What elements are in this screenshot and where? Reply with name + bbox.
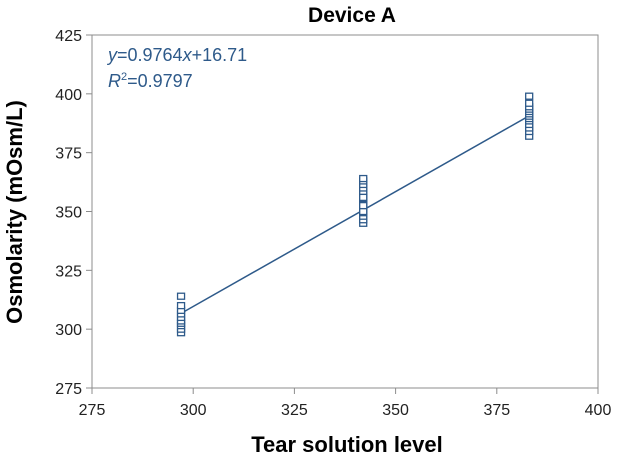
x-tick-label: 350	[382, 402, 409, 419]
y-tick-label: 375	[55, 146, 82, 163]
equation-x-var: x	[182, 45, 193, 65]
x-tick-label: 325	[281, 402, 308, 419]
r2-superscript: 2	[121, 71, 127, 83]
y-tick-label: 300	[55, 322, 82, 339]
x-tick-label: 275	[79, 402, 106, 419]
data-point	[359, 201, 368, 210]
y-tick-label: 400	[55, 87, 82, 104]
equation-y-var: y	[106, 45, 118, 65]
data-points	[176, 92, 534, 337]
r2-value: =0.9797	[127, 71, 193, 91]
y-tick-label: 325	[55, 263, 82, 280]
x-tick-label: 400	[585, 402, 612, 419]
equation-intercept: +16.71	[192, 45, 248, 65]
y-tick-label: 275	[55, 381, 82, 398]
equation-coefficient: =0.9764	[117, 45, 183, 65]
data-point	[359, 207, 368, 216]
data-point	[176, 301, 186, 310]
data-point	[525, 99, 534, 107]
data-point	[525, 92, 534, 100]
r2-symbol: R	[108, 71, 121, 91]
y-tick-label: 425	[55, 28, 82, 45]
chart-title: Device A	[308, 4, 396, 27]
x-axis-label: Tear solution level	[251, 432, 443, 457]
data-point	[359, 193, 368, 202]
y-axis-label: Osmolarity (mOsm/L)	[2, 100, 27, 324]
axis-ticks: 275 300 325 350 375 400 425 275 300 325 350 375 400	[55, 28, 611, 419]
x-tick-label: 300	[180, 402, 207, 419]
x-tick-label: 375	[483, 402, 510, 419]
y-tick-label: 350	[55, 205, 82, 222]
annotation-equation: y=0.9764x+16.71	[106, 45, 247, 65]
data-point	[176, 292, 186, 300]
data-point	[359, 174, 368, 183]
trendline	[180, 115, 530, 315]
annotation-r2: R2=0.9797	[108, 71, 193, 91]
trendline-path	[180, 115, 530, 315]
